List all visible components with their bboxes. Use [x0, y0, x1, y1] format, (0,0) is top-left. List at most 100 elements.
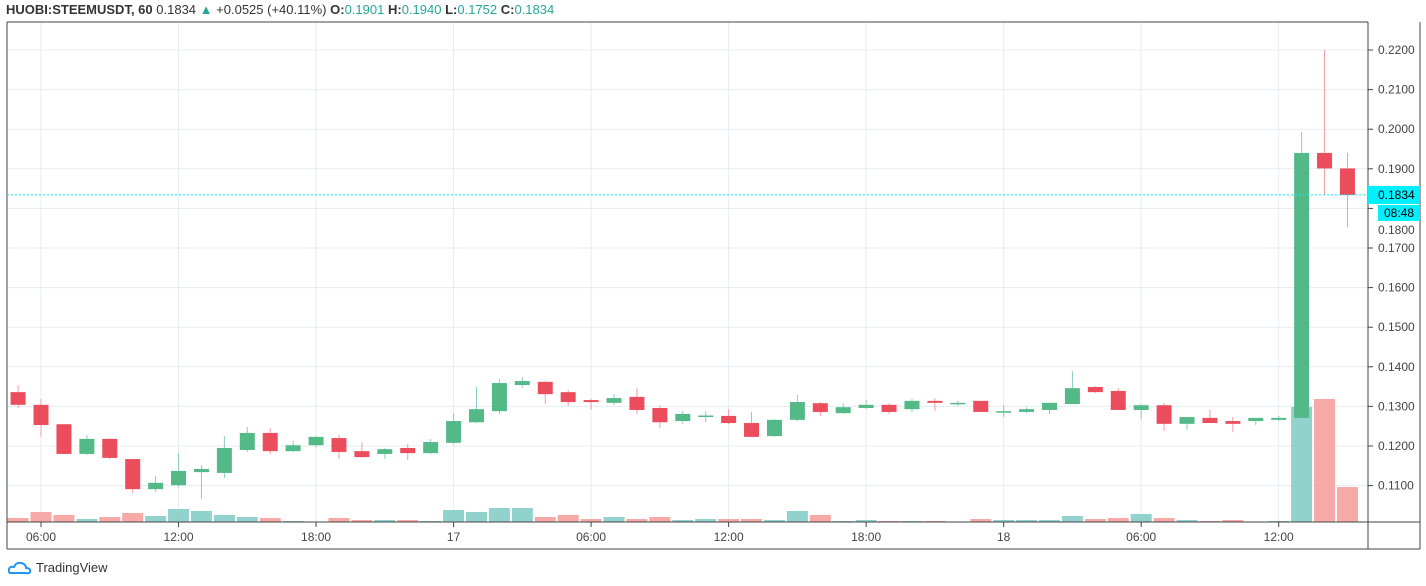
- time-tick-label: 18: [997, 530, 1011, 544]
- candle-body: [1202, 417, 1218, 424]
- symbol-header: HUOBI:STEEMUSDT, 60 0.1834 ▲ +0.0525 (+4…: [6, 2, 554, 17]
- candle-body: [744, 423, 760, 437]
- price-tick-label: 0.1300: [1378, 399, 1415, 413]
- candle-body: [1179, 417, 1195, 424]
- time-axis[interactable]: 06:00 12:00 18:00 17 06:00 12:00 18:00 18 06:00 1…: [26, 522, 1294, 544]
- volume-bar: [190, 511, 212, 522]
- symbol-name: HUOBI:STEEMUSDT, 60: [6, 2, 153, 17]
- volume-bar: [672, 520, 694, 522]
- volume-bar: [53, 515, 75, 522]
- volume-bar: [1084, 519, 1106, 522]
- volume-bar: [970, 519, 992, 522]
- candle-body: [262, 432, 278, 452]
- candle-body: [1339, 168, 1355, 195]
- candle-body: [766, 419, 782, 437]
- candle-body: [675, 413, 691, 422]
- volume-bar: [1130, 514, 1152, 522]
- candle-body: [79, 438, 95, 454]
- price-tick-label: 0.1700: [1378, 241, 1415, 255]
- price-axis[interactable]: 0.2200 0.2100 0.2000 0.1900 0.1800 0.1700 0.16…: [1368, 43, 1415, 493]
- volume-bar: [1176, 520, 1198, 522]
- candle-body: [537, 381, 553, 395]
- volume-bar: [855, 520, 877, 522]
- price-change: +0.0525 (+40.11%): [216, 2, 327, 17]
- price-tick-label: 0.2100: [1378, 83, 1415, 97]
- candle-body: [1225, 421, 1241, 424]
- candle-body: [1019, 409, 1035, 412]
- price-tick-label: 0.1600: [1378, 281, 1415, 295]
- volume-bar: [30, 512, 52, 522]
- volume-bar: [374, 520, 396, 522]
- time-tick-label: 17: [447, 530, 461, 544]
- candle-body: [881, 404, 897, 412]
- candle-body: [698, 415, 714, 418]
- volume-bar: [122, 513, 144, 522]
- volume-bar: [786, 511, 808, 522]
- candle-body: [835, 407, 851, 414]
- volume-bar: [1153, 518, 1175, 522]
- volume-bar: [397, 520, 419, 522]
- volume-bar: [649, 517, 671, 522]
- candle-body: [1156, 405, 1172, 424]
- candle-body: [858, 404, 874, 408]
- candle-body: [1248, 417, 1264, 422]
- open-label: O:: [330, 2, 345, 17]
- candle-body: [514, 381, 530, 386]
- candle-body: [789, 402, 805, 420]
- volume-bar: [1016, 520, 1038, 522]
- volume-bar: [695, 519, 717, 522]
- brand-name[interactable]: TradingView: [36, 560, 108, 575]
- volume-bar: [580, 519, 602, 522]
- volume-bar: [443, 510, 465, 522]
- candle-body: [1087, 386, 1103, 393]
- volume-bar: [1039, 520, 1060, 522]
- volume-bar: [718, 519, 740, 522]
- candle-body: [1110, 390, 1126, 410]
- open-value: 0.1901: [344, 2, 385, 17]
- price-tick-label: 0.1100: [1378, 479, 1414, 493]
- volume-bar: [1107, 518, 1129, 522]
- volume-bar: [1336, 487, 1358, 522]
- time-tick-label: 06:00: [576, 530, 606, 544]
- candle-body: [285, 445, 301, 452]
- close-label: C:: [500, 2, 515, 17]
- last-price-label: 0.1834: [1378, 188, 1415, 202]
- volume-bar: [557, 515, 579, 522]
- close-value: 0.1834: [514, 2, 555, 17]
- candle-body: [583, 400, 599, 403]
- candle-body: [125, 459, 141, 490]
- time-tick-label: 12:00: [714, 530, 744, 544]
- candle-body: [491, 383, 507, 412]
- volume-bar: [763, 520, 785, 522]
- time-tick-label: 18:00: [851, 530, 881, 544]
- volume-bar: [259, 518, 281, 522]
- last-price-line: 0.1834 08:48: [7, 185, 1420, 221]
- price-tick-label: 0.1800: [1378, 223, 1415, 237]
- candle-body: [950, 402, 966, 405]
- volume-bar: [76, 519, 98, 522]
- volume-bar: [1291, 407, 1313, 522]
- price-tick-label: 0.1500: [1378, 320, 1415, 334]
- candle-body: [996, 411, 1012, 413]
- candle-body: [721, 415, 737, 424]
- volume-bar: [145, 516, 167, 522]
- candle-body: [102, 438, 118, 458]
- candle-body: [171, 470, 187, 486]
- volume-bar: [7, 518, 29, 522]
- candle-body: [400, 447, 416, 454]
- candle-body: [308, 436, 324, 446]
- time-tick-label: 12:00: [164, 530, 194, 544]
- volume-bar: [1314, 399, 1336, 522]
- volume-bar: [328, 518, 350, 522]
- volume-bar: [236, 517, 258, 522]
- candle-body: [377, 449, 393, 454]
- volume-bar: [99, 517, 121, 522]
- volume-bar: [511, 508, 533, 522]
- candle-body: [1317, 152, 1333, 169]
- candle-body: [1271, 417, 1287, 420]
- tradingview-cloud-icon: [8, 561, 32, 574]
- candle-body: [33, 404, 49, 426]
- candle-body: [56, 424, 72, 454]
- candle-body: [10, 392, 26, 405]
